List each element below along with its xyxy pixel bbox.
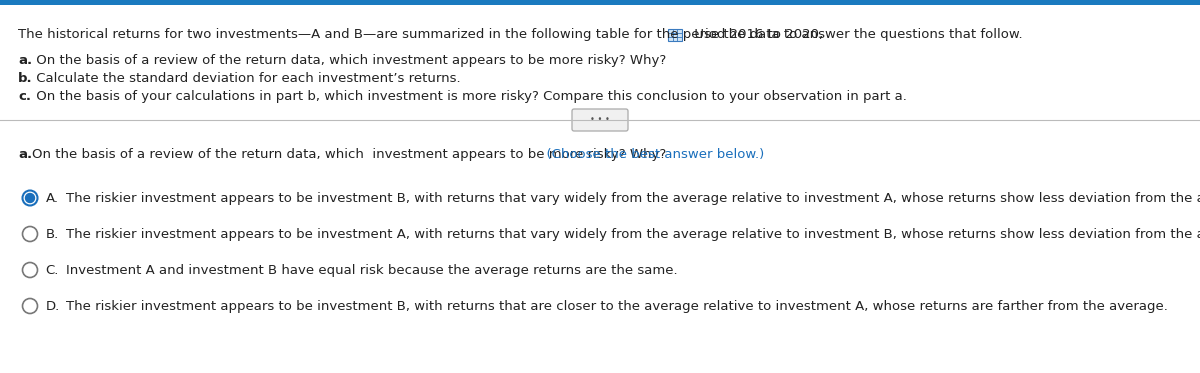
Text: The historical returns for two investments—A and B—are summarized in the followi: The historical returns for two investmen… — [18, 28, 823, 41]
Text: a.: a. — [18, 148, 32, 161]
FancyBboxPatch shape — [572, 109, 628, 131]
Text: b.: b. — [18, 72, 32, 85]
Text: The riskier investment appears to be investment A, with returns that vary widely: The riskier investment appears to be inv… — [66, 228, 1200, 241]
Text: On the basis of a review of the return data, which  investment appears to be mor: On the basis of a review of the return d… — [32, 148, 666, 161]
FancyBboxPatch shape — [668, 29, 682, 41]
Text: On the basis of your calculations in part b, which investment is more risky? Com: On the basis of your calculations in par… — [32, 90, 907, 103]
Text: Investment A and investment B have equal risk because the average returns are th: Investment A and investment B have equal… — [66, 264, 677, 277]
Text: (Choose the best answer below.): (Choose the best answer below.) — [538, 148, 764, 161]
Text: • • •: • • • — [590, 116, 610, 125]
Text: The riskier investment appears to be investment B, with returns that vary widely: The riskier investment appears to be inv… — [66, 192, 1200, 205]
Text: The riskier investment appears to be investment B, with returns that are closer : The riskier investment appears to be inv… — [66, 300, 1168, 313]
Text: . Use the data to answer the questions that follow.: . Use the data to answer the questions t… — [686, 28, 1022, 41]
Text: a.: a. — [18, 54, 32, 67]
Text: c.: c. — [18, 90, 31, 103]
Text: Calculate the standard deviation for each investment’s returns.: Calculate the standard deviation for eac… — [32, 72, 461, 85]
Text: C.: C. — [46, 264, 59, 277]
Text: On the basis of a review of the return data, which investment appears to be more: On the basis of a review of the return d… — [32, 54, 666, 67]
Text: B.: B. — [46, 228, 59, 241]
Text: A.: A. — [46, 192, 59, 205]
Circle shape — [25, 194, 35, 203]
Text: D.: D. — [46, 300, 60, 313]
FancyBboxPatch shape — [0, 0, 1200, 5]
